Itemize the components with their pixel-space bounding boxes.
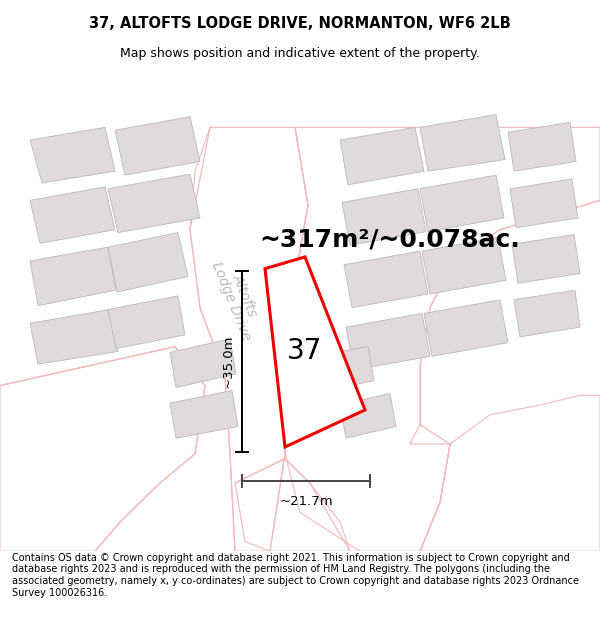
Text: Contains OS data © Crown copyright and database right 2021. This information is : Contains OS data © Crown copyright and d… <box>12 552 579 598</box>
Polygon shape <box>344 251 428 308</box>
Polygon shape <box>422 238 506 294</box>
Polygon shape <box>108 232 188 292</box>
Text: ~35.0m: ~35.0m <box>221 334 235 388</box>
Polygon shape <box>514 290 580 337</box>
Polygon shape <box>30 309 118 364</box>
Polygon shape <box>30 127 115 183</box>
Polygon shape <box>108 174 200 232</box>
Polygon shape <box>512 234 580 283</box>
Polygon shape <box>342 189 426 245</box>
Text: 37, ALTOFTS LODGE DRIVE, NORMANTON, WF6 2LB: 37, ALTOFTS LODGE DRIVE, NORMANTON, WF6 … <box>89 16 511 31</box>
Polygon shape <box>170 391 238 438</box>
Polygon shape <box>30 187 115 243</box>
Polygon shape <box>108 296 185 349</box>
Polygon shape <box>315 347 374 391</box>
Text: Altofts
Lodge Drive: Altofts Lodge Drive <box>209 254 267 342</box>
Polygon shape <box>420 114 505 171</box>
Text: ~21.7m: ~21.7m <box>279 495 333 508</box>
Text: ~317m²/~0.078ac.: ~317m²/~0.078ac. <box>260 228 520 251</box>
Polygon shape <box>115 117 200 175</box>
Polygon shape <box>340 127 424 185</box>
Polygon shape <box>508 122 576 171</box>
Polygon shape <box>420 175 504 232</box>
Polygon shape <box>30 248 116 306</box>
Text: 37: 37 <box>287 338 323 366</box>
Text: Map shows position and indicative extent of the property.: Map shows position and indicative extent… <box>120 48 480 60</box>
Polygon shape <box>424 300 508 356</box>
Polygon shape <box>170 339 236 388</box>
Polygon shape <box>265 257 365 447</box>
Polygon shape <box>340 393 396 438</box>
Polygon shape <box>510 179 578 227</box>
Polygon shape <box>346 314 430 370</box>
